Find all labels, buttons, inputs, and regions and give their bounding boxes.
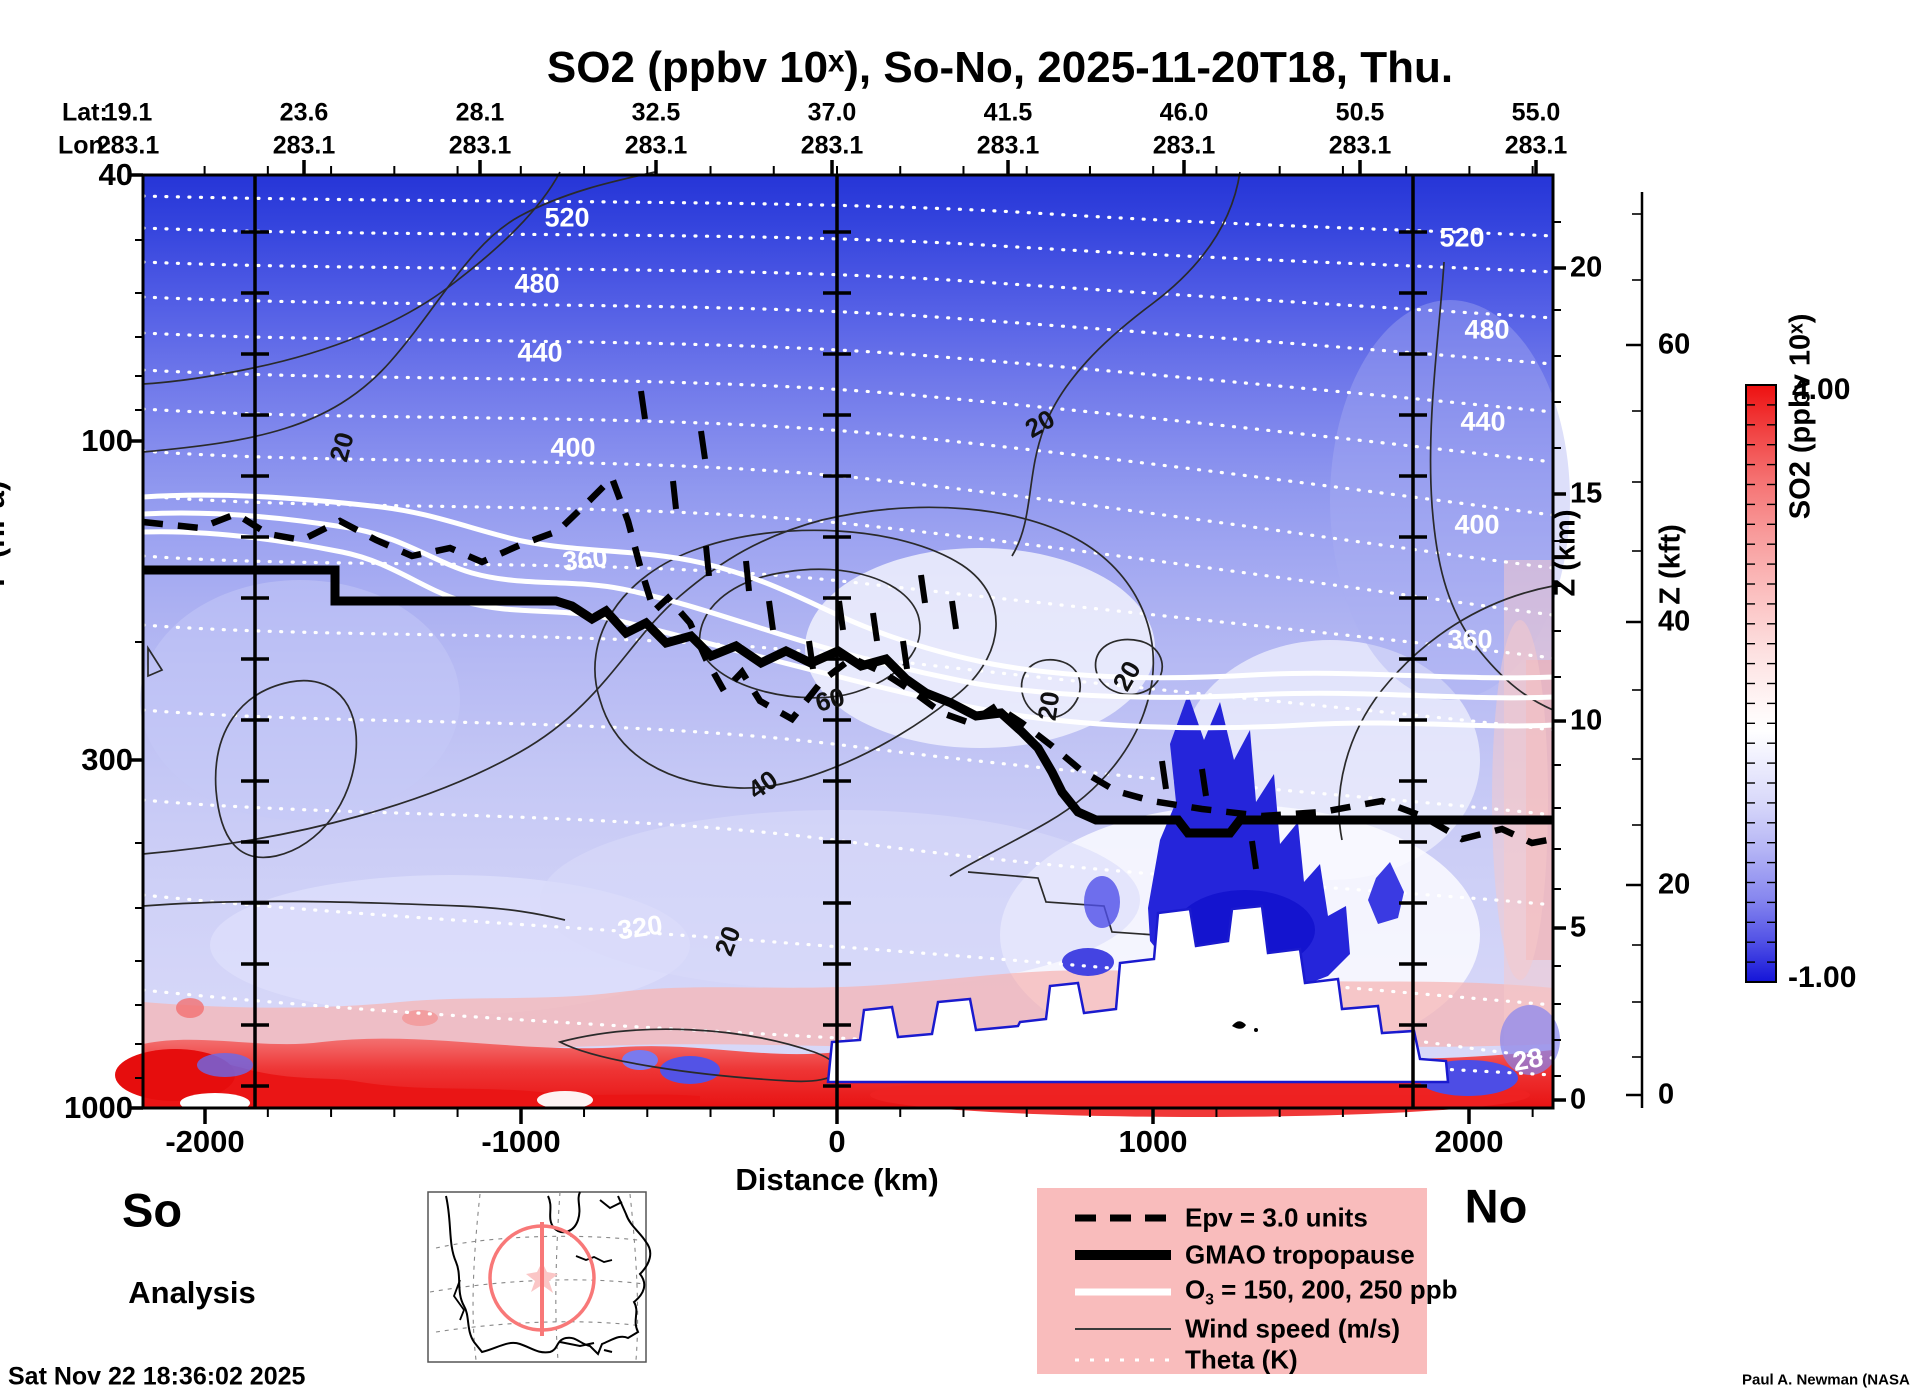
map-inset — [427, 1191, 652, 1363]
profile-location-lines — [241, 175, 1427, 1108]
so2-filled-contours — [115, 175, 1570, 1117]
z-kft-axis — [1626, 192, 1644, 1108]
plot-frame — [141, 173, 1555, 1110]
tropopause-line — [143, 565, 1553, 838]
colorbar — [1745, 384, 1777, 983]
ozone-contours — [140, 492, 1556, 731]
surface-white-cloud — [826, 904, 1450, 1084]
